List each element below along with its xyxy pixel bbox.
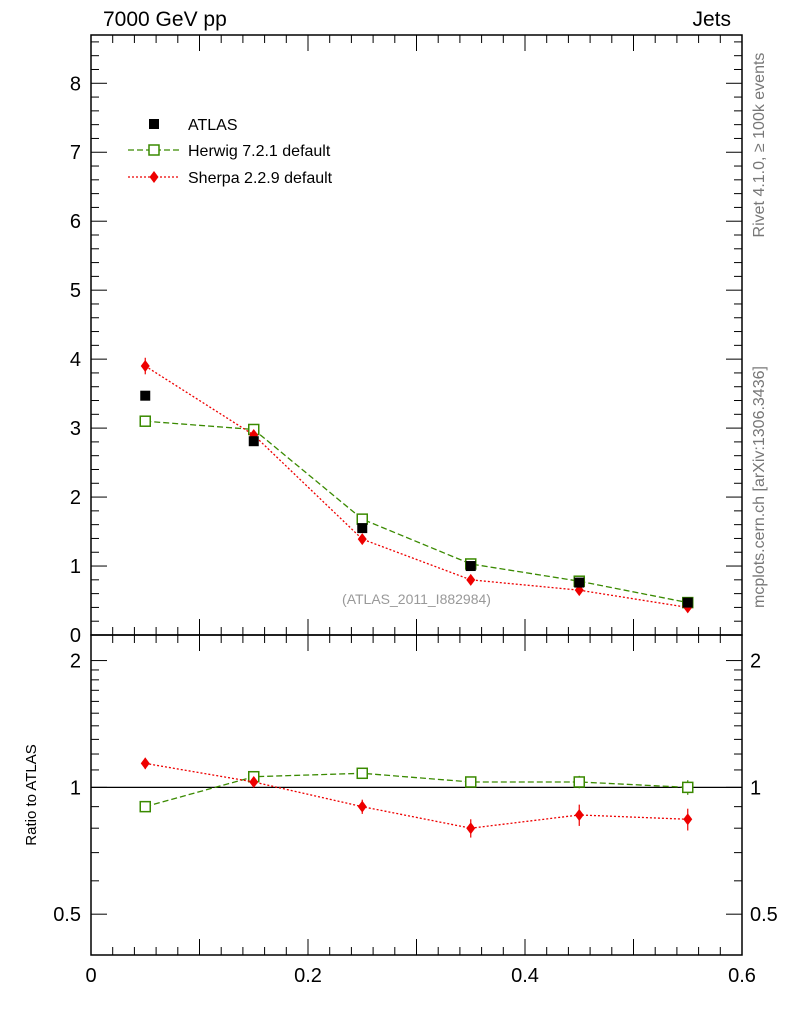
ratio-herwig-point bbox=[682, 781, 694, 794]
sherpa-line bbox=[144, 365, 688, 609]
y-tick-label: 6 bbox=[70, 211, 81, 233]
legend-label: Sherpa 2.2.9 default bbox=[188, 170, 333, 187]
y-tick-label: 5 bbox=[70, 280, 81, 302]
x-tick-label: 0 bbox=[85, 965, 96, 987]
header-process: 7000 GeV pp bbox=[103, 8, 227, 31]
atlas-point bbox=[248, 436, 259, 447]
ratio-y-axis-label: Ratio to ATLAS bbox=[23, 744, 40, 845]
atlas-point bbox=[682, 597, 693, 608]
ratio-y-tick-label: 0.5 bbox=[53, 904, 81, 926]
legend-label: ATLAS bbox=[188, 117, 238, 134]
legend-herwig-marker bbox=[148, 144, 160, 156]
ratio-y-tick-label: 2 bbox=[70, 651, 81, 673]
ratio-herwig-point bbox=[465, 776, 477, 788]
ratio-sherpa-line bbox=[145, 762, 688, 829]
sherpa-point bbox=[357, 533, 367, 546]
ratio-herwig-point bbox=[356, 767, 368, 780]
ratio-sherpa-point bbox=[140, 757, 150, 770]
ratio-sherpa-point bbox=[683, 813, 693, 826]
analysis-id-annotation: (ATLAS_2011_I882984) bbox=[342, 591, 491, 607]
atlas-point bbox=[465, 561, 476, 572]
atlas-point bbox=[140, 390, 151, 401]
ratio-herwig-point bbox=[573, 776, 585, 788]
y-tick-label: 4 bbox=[70, 349, 81, 371]
ratio-sherpa-point bbox=[249, 775, 259, 788]
ratio-y-tick-label: 1 bbox=[70, 777, 81, 799]
x-tick-label: 0.2 bbox=[294, 965, 322, 987]
ratio-frame bbox=[90, 634, 743, 956]
header-category: Jets bbox=[692, 8, 731, 31]
ratio-herwig-line bbox=[145, 772, 688, 808]
ratio-panel: 0.5 0.5 1 1 2 2 0 0.2 0.4 0.6 Ratio to ATLAS bbox=[23, 634, 778, 987]
ratio-y-tick-label-right: 2 bbox=[750, 651, 761, 673]
ratio-sherpa-point bbox=[574, 808, 584, 821]
legend-label: Herwig 7.2.1 default bbox=[188, 143, 331, 160]
x-tick-label: 0.6 bbox=[728, 965, 756, 987]
y-tick-label: 3 bbox=[70, 418, 81, 440]
legend-atlas-marker bbox=[149, 119, 159, 129]
atlas-point bbox=[574, 577, 585, 588]
ratio-sherpa-point bbox=[466, 822, 476, 835]
y-tick-label: 7 bbox=[70, 142, 81, 164]
ratio-herwig-point bbox=[139, 800, 151, 813]
herwig-line bbox=[145, 420, 688, 604]
y-tick-label: 0 bbox=[70, 625, 81, 647]
legend-sherpa-marker bbox=[149, 171, 159, 183]
herwig-point bbox=[356, 513, 368, 525]
y-tick-label: 1 bbox=[70, 556, 81, 578]
atlas-point bbox=[357, 523, 368, 534]
y-tick-label: 8 bbox=[70, 73, 81, 95]
x-tick-label: 0.4 bbox=[511, 965, 539, 987]
ratio-y-tick-label-right: 0.5 bbox=[750, 904, 778, 926]
main-panel: 0 1 2 3 4 5 6 7 8 (ATLAS_2011_I882984) ATLAS Herwig… bbox=[70, 34, 743, 647]
herwig-point bbox=[139, 415, 151, 427]
ratio-sherpa-point bbox=[357, 800, 367, 813]
y-tick-label: 2 bbox=[70, 487, 81, 509]
sherpa-point bbox=[140, 360, 150, 373]
ratio-y-tick-label-right: 1 bbox=[750, 777, 761, 799]
sherpa-point bbox=[466, 573, 476, 586]
